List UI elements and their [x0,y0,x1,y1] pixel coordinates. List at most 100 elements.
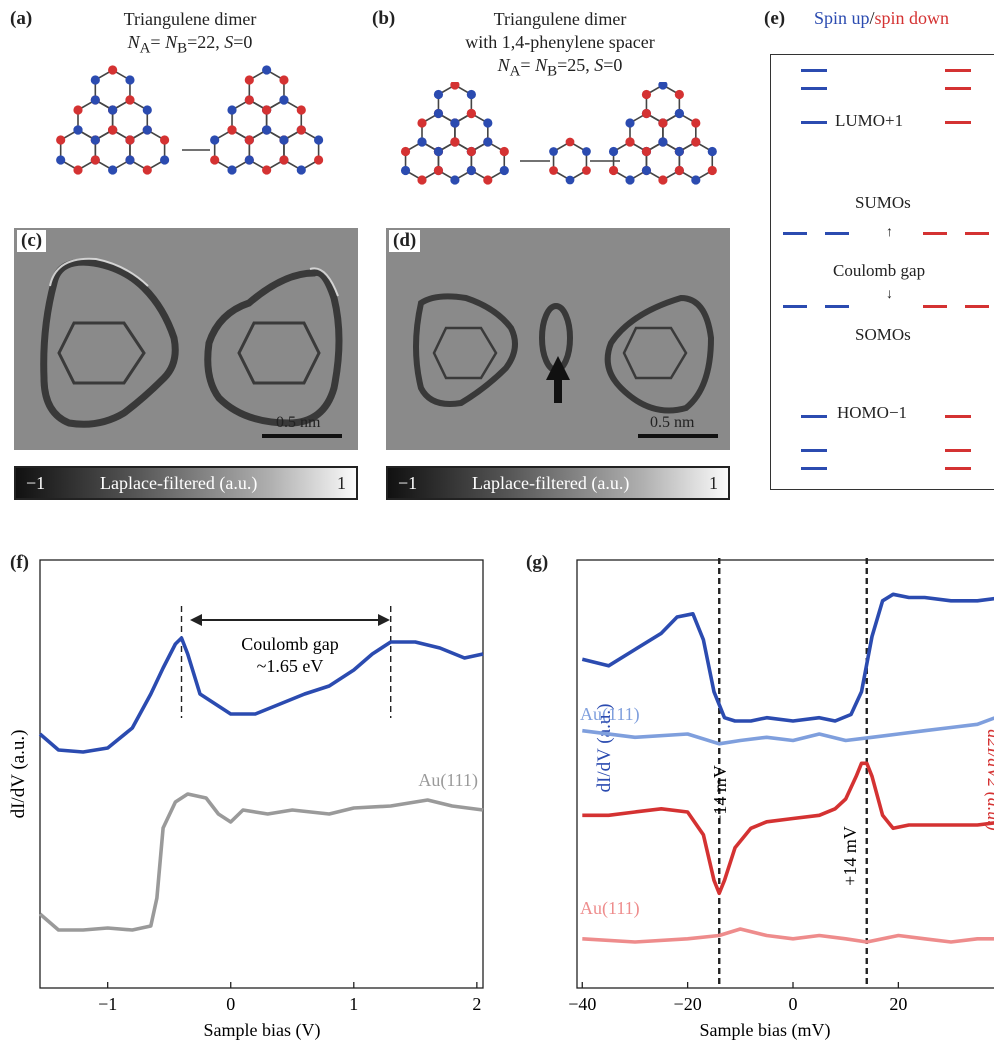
chart-f-arrow-right-icon [378,614,390,626]
atom [279,135,289,145]
hexagon-ring [662,112,697,153]
series-line [581,592,994,723]
panel-a-title-line1: Triangulene dimer [123,9,257,29]
hexagon-ring [470,141,506,181]
chart-f-series [38,636,484,932]
chart-g-xticks: −40−2002040 [568,982,907,1014]
stm-image-d-structure [413,293,715,414]
atom [73,165,83,175]
nb-sub: B [177,40,188,57]
hexagon-ring [129,129,166,171]
triangulene-unit [400,82,509,185]
xtick-label: 0 [226,994,235,1014]
atom [658,118,668,128]
atom [549,147,558,156]
atom [279,95,289,105]
hexagon-ring [283,129,320,171]
atom [707,165,717,176]
chart-f-ylabel: dI/dV (a.u.) [8,730,29,819]
panel-b-title-line1: Triangulene dimer [493,9,627,29]
atom [433,108,444,119]
atom [296,105,306,115]
hexagon-ring [629,112,664,153]
atom [90,75,100,85]
lumo1-label: LUMO+1 [835,111,904,130]
triangulene-unit [210,65,324,175]
colorbar-c: −1 Laplace-filtered (a.u.) 1 [14,466,358,500]
atom [625,137,635,147]
level-up-homo1 [801,415,827,418]
level-up-lumo1 [801,121,827,124]
hexagon-ring [77,99,114,141]
level-up-4 [801,467,827,470]
somo-up-2 [825,305,849,308]
chart-g-xlabel: Sample bias (mV) [700,1020,831,1041]
atom [125,95,135,105]
hexagon-ring [454,112,489,153]
triangulene-unit [608,82,717,185]
atom [625,175,635,185]
xtick-label: −40 [568,994,596,1014]
xtick-label: −20 [674,994,702,1014]
atom [658,137,668,147]
panel-label-f: (f) [10,552,29,573]
homo1-label: HOMO−1 [837,403,908,422]
chart-g-ref-label-red: Au(111) [580,898,640,919]
atom [582,147,591,156]
atom [262,125,272,135]
spin-value: =0 [233,32,253,52]
sumo-down-1 [923,232,947,235]
panel-a-title-line2: NA= NB=22, S=0 [70,31,310,61]
atom [314,155,324,165]
level-up-3 [801,449,827,452]
atom [142,165,152,175]
hexagon-ring [645,84,681,124]
panel-label-e: (e) [764,8,786,29]
hexagon-ring [111,99,149,141]
chart-f-annotation-1: Coulomb gap [241,634,339,654]
level-down-homo1 [945,415,971,418]
arrow-down-icon: ↓ [886,287,893,302]
atom [160,155,170,165]
chart-g: −14 mV +14 mV Au(111) Au(111) dI/dV (a.u… [568,558,994,1041]
atom [296,125,306,135]
hexagon-ring [437,84,473,124]
panel-label-c: (c) [17,230,47,252]
spin-symbol: S [594,55,604,75]
chart-g-ylabel-left: dI/dV (a.u.) [594,704,615,793]
hexagon-ring [94,129,131,171]
atom [466,108,476,119]
atom [450,82,460,90]
atom [227,125,237,135]
level-down-4 [945,467,971,470]
atom [417,175,427,185]
chart-f-arrow-left-icon [190,614,202,626]
panel-label-b: (b) [372,8,396,29]
atom [210,135,220,145]
xtick-label: 0 [789,994,798,1014]
atom [108,165,118,175]
panel-label-d: (d) [389,230,421,252]
atom [90,155,100,165]
chart-g-series [581,592,994,944]
atom [400,165,411,176]
xtick-label: −1 [98,994,117,1014]
atom [90,95,100,105]
atom [417,137,427,147]
chart-g-ref-label-blue: Au(111) [580,704,640,725]
energy-level-diagram: LUMO+1 SUMOs ↑ Coulomb gap ↓ SOMOs HOMO−… [770,54,994,490]
atom [296,165,306,175]
count: =25, [557,55,595,75]
atom [483,118,493,128]
atom [674,165,684,176]
atom [108,105,118,115]
level-down-lumo1 [945,121,971,124]
na-symbol: N [127,32,140,52]
atom [549,166,558,175]
atom [641,89,652,100]
phenylene-ring [552,141,588,181]
atom [244,95,254,105]
atom [227,105,237,115]
atom [279,155,289,165]
atom [565,175,575,185]
